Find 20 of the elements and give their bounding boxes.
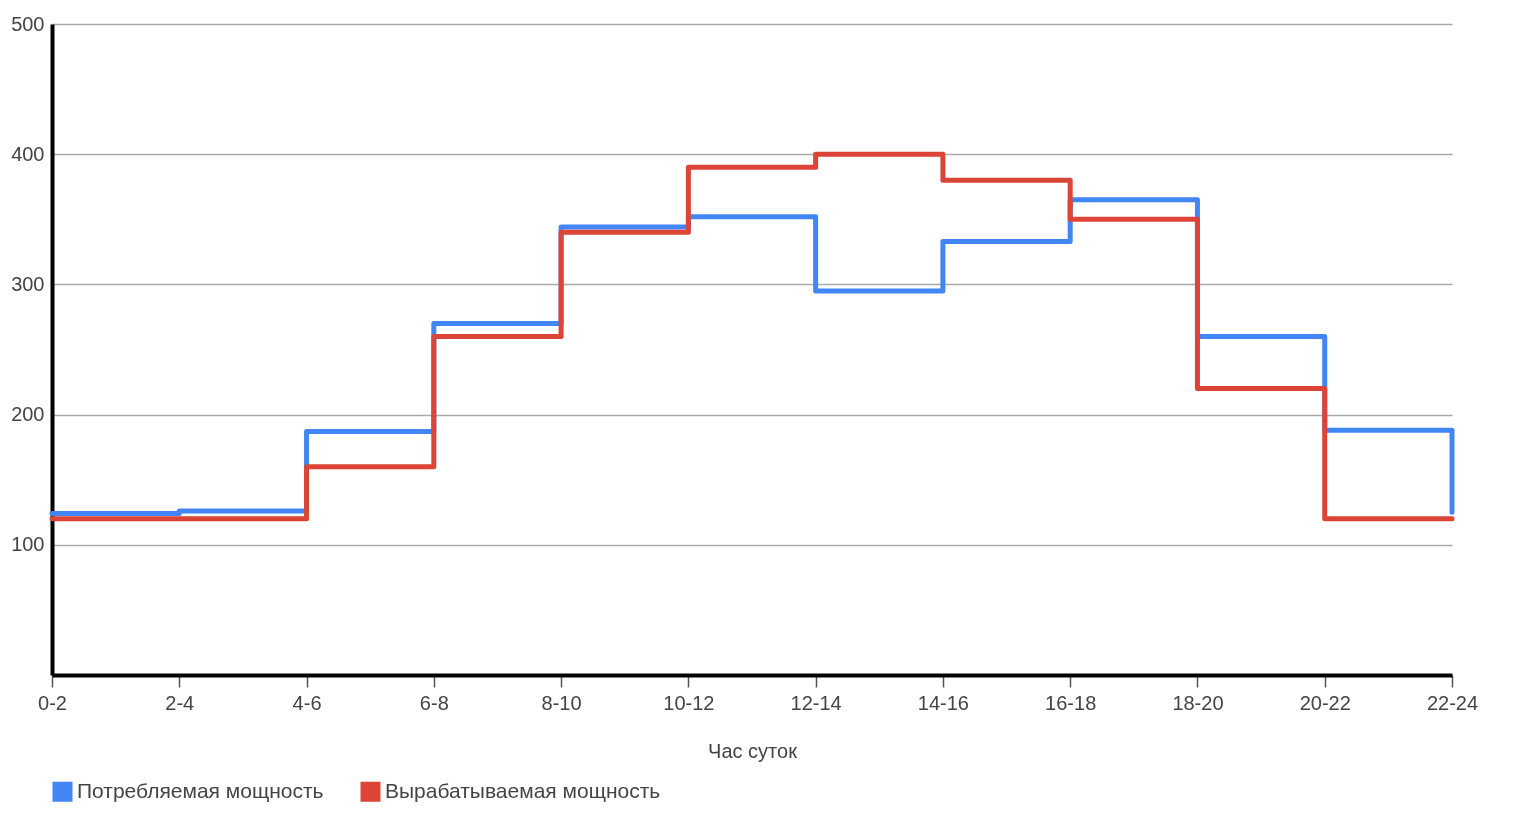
x-tick-label: 22-24 bbox=[1426, 691, 1479, 714]
y-tick-label: 300 bbox=[11, 272, 45, 295]
x-tick-label: 20-22 bbox=[1299, 691, 1351, 714]
legend-label: Потребляемая мощность bbox=[77, 778, 324, 802]
x-tick-label: 10-12 bbox=[663, 691, 715, 714]
x-tick-label: 18-20 bbox=[1172, 691, 1224, 714]
x-tick-label: 16-18 bbox=[1045, 691, 1097, 714]
y-tick-label: 100 bbox=[11, 533, 45, 556]
x-tick-label: 6-8 bbox=[419, 691, 449, 714]
x-tick-label: 0-2 bbox=[38, 691, 67, 714]
legend-label: Вырабатываемая мощность bbox=[385, 778, 661, 802]
y-tick-label: 500 bbox=[11, 12, 45, 35]
x-tick-label: 12-14 bbox=[790, 691, 842, 714]
x-tick-label: 8-10 bbox=[541, 691, 582, 714]
x-tick-label: 2-4 bbox=[165, 691, 195, 714]
x-tick-label: 14-16 bbox=[917, 691, 969, 714]
y-tick-label: 400 bbox=[11, 142, 45, 165]
y-tick-label: 200 bbox=[11, 403, 45, 426]
x-tick-label: 4-6 bbox=[292, 691, 322, 714]
x-axis-title: Час суток bbox=[708, 739, 798, 762]
